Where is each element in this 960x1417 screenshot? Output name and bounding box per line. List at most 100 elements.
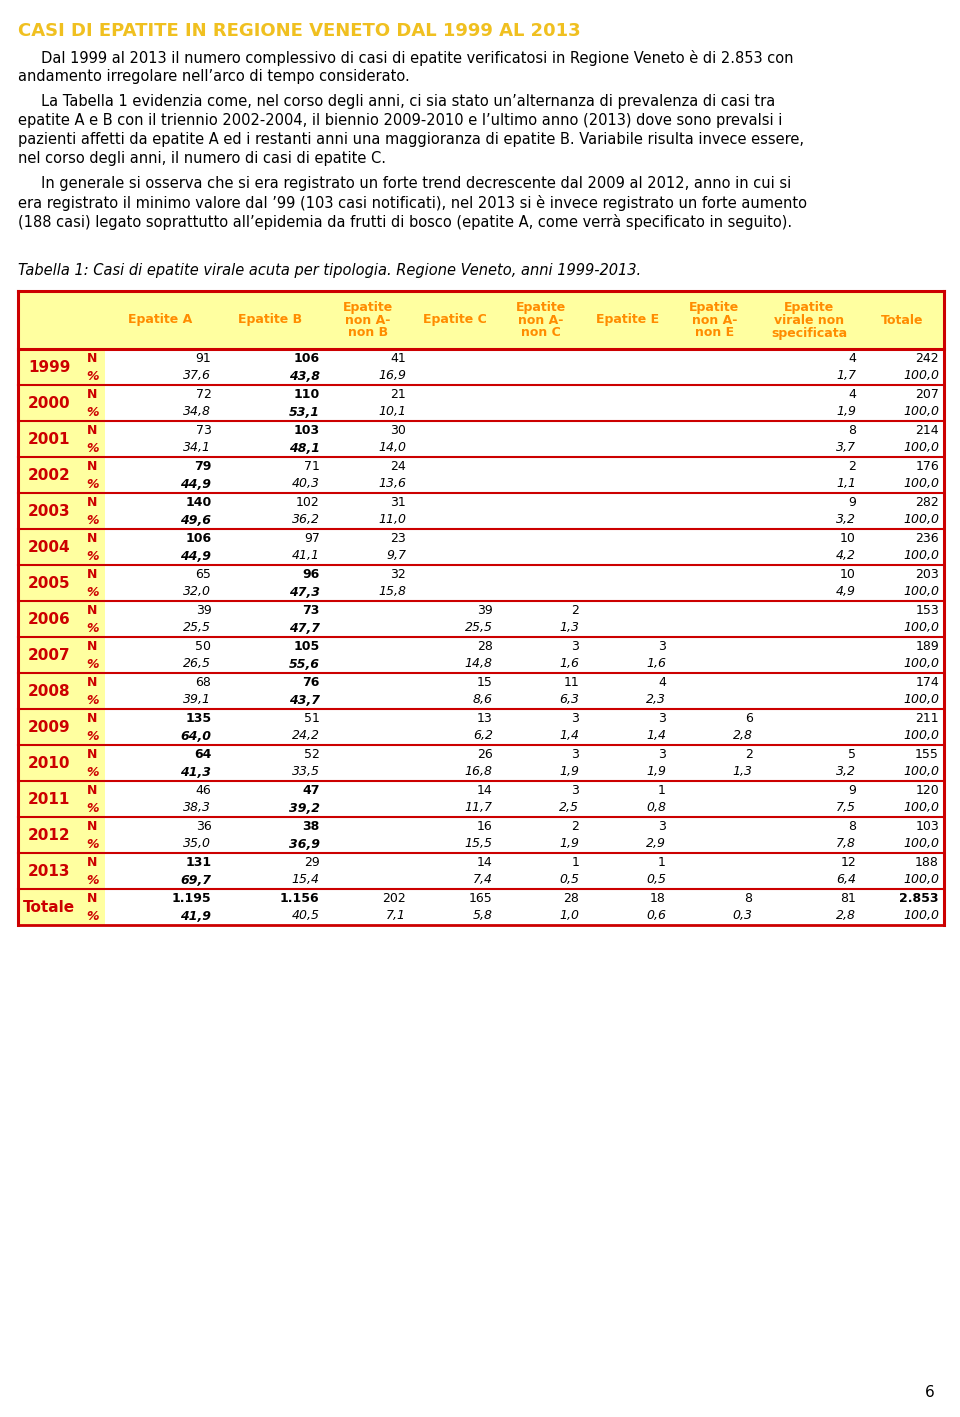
- Text: 1,4: 1,4: [646, 730, 666, 743]
- Text: 40,3: 40,3: [292, 478, 320, 490]
- Bar: [18, 708, 944, 745]
- Text: 2,9: 2,9: [646, 837, 666, 850]
- Text: 174: 174: [915, 676, 939, 689]
- Text: Epatite B: Epatite B: [238, 313, 302, 326]
- Text: 1.156: 1.156: [280, 891, 320, 904]
- Text: 211: 211: [916, 711, 939, 724]
- Text: 189: 189: [915, 639, 939, 652]
- Text: 6,4: 6,4: [836, 873, 856, 887]
- Text: 14,0: 14,0: [378, 442, 406, 455]
- Text: 51: 51: [303, 711, 320, 724]
- Text: 242: 242: [916, 351, 939, 364]
- Text: 8: 8: [848, 819, 856, 833]
- Text: 79: 79: [194, 459, 211, 472]
- Text: 65: 65: [196, 567, 211, 581]
- Text: 38,3: 38,3: [183, 802, 211, 815]
- Text: Epatite: Epatite: [689, 300, 739, 313]
- Text: 4: 4: [848, 387, 856, 401]
- Text: 3,7: 3,7: [836, 442, 856, 455]
- Text: 2,5: 2,5: [560, 802, 580, 815]
- Text: %: %: [86, 765, 99, 778]
- Bar: [18, 673, 944, 708]
- Text: 2007: 2007: [28, 648, 71, 663]
- Text: non A-: non A-: [691, 313, 737, 326]
- Text: 100,0: 100,0: [903, 657, 939, 670]
- Text: 100,0: 100,0: [903, 622, 939, 635]
- Text: 202: 202: [382, 891, 406, 904]
- Text: 3: 3: [659, 639, 666, 652]
- Text: 3: 3: [571, 639, 580, 652]
- Text: 3: 3: [659, 711, 666, 724]
- Text: non A-: non A-: [346, 313, 391, 326]
- Text: 0,8: 0,8: [646, 802, 666, 815]
- Text: non A-: non A-: [518, 313, 564, 326]
- Text: 1,1: 1,1: [836, 478, 856, 490]
- Text: (188 casi) legato soprattutto all’epidemia da frutti di bosco (epatite A, come v: (188 casi) legato soprattutto all’epidem…: [18, 214, 792, 230]
- Text: 3: 3: [659, 748, 666, 761]
- Text: %: %: [86, 513, 99, 527]
- Text: 6: 6: [925, 1384, 935, 1400]
- Text: 120: 120: [915, 784, 939, 796]
- Bar: [18, 745, 944, 781]
- Text: 5,8: 5,8: [473, 910, 492, 922]
- Text: 38: 38: [302, 819, 320, 833]
- Text: 2002: 2002: [28, 468, 71, 483]
- Text: %: %: [86, 802, 99, 815]
- Bar: [18, 601, 105, 638]
- Text: N: N: [87, 819, 98, 833]
- Text: 1,4: 1,4: [560, 730, 580, 743]
- Bar: [18, 421, 105, 458]
- Text: 7,5: 7,5: [836, 802, 856, 815]
- Text: 2008: 2008: [28, 683, 71, 699]
- Text: N: N: [87, 459, 98, 472]
- Text: Totale: Totale: [23, 900, 75, 914]
- Bar: [18, 385, 944, 421]
- Text: 21: 21: [391, 387, 406, 401]
- Text: 100,0: 100,0: [903, 693, 939, 707]
- Text: 2,3: 2,3: [646, 693, 666, 707]
- Bar: [18, 781, 105, 818]
- Text: %: %: [86, 370, 99, 383]
- Text: 106: 106: [185, 531, 211, 544]
- Text: 31: 31: [391, 496, 406, 509]
- Text: 0,3: 0,3: [732, 910, 753, 922]
- Text: 76: 76: [302, 676, 320, 689]
- Text: 2010: 2010: [28, 755, 70, 771]
- Text: 25,5: 25,5: [183, 622, 211, 635]
- Text: 39,1: 39,1: [183, 693, 211, 707]
- Bar: [18, 565, 105, 601]
- Text: 236: 236: [916, 531, 939, 544]
- Text: CASI DI EPATITE IN REGIONE VENETO DAL 1999 AL 2013: CASI DI EPATITE IN REGIONE VENETO DAL 19…: [18, 23, 581, 40]
- Text: andamento irregolare nell’arco di tempo considerato.: andamento irregolare nell’arco di tempo …: [18, 69, 410, 84]
- Text: 110: 110: [294, 387, 320, 401]
- Bar: [18, 349, 105, 385]
- Bar: [18, 638, 944, 673]
- Text: 55,6: 55,6: [289, 657, 320, 670]
- Text: 36,2: 36,2: [292, 513, 320, 527]
- Text: 188: 188: [915, 856, 939, 869]
- Bar: [18, 349, 944, 385]
- Text: 1,3: 1,3: [732, 765, 753, 778]
- Text: N: N: [87, 711, 98, 724]
- Text: 2.853: 2.853: [900, 891, 939, 904]
- Bar: [18, 458, 105, 493]
- Text: 9: 9: [848, 784, 856, 796]
- Text: 0,6: 0,6: [646, 910, 666, 922]
- Bar: [18, 385, 105, 421]
- Text: 2: 2: [571, 604, 580, 616]
- Bar: [18, 781, 944, 818]
- Text: 6,2: 6,2: [473, 730, 492, 743]
- Text: 3,2: 3,2: [836, 513, 856, 527]
- Text: 64,0: 64,0: [180, 730, 211, 743]
- Text: 1999: 1999: [28, 360, 70, 374]
- Text: specificata: specificata: [771, 326, 848, 340]
- Text: 52: 52: [303, 748, 320, 761]
- Text: 15,8: 15,8: [378, 585, 406, 598]
- Text: 41,1: 41,1: [292, 550, 320, 563]
- Text: N: N: [87, 567, 98, 581]
- Text: 12: 12: [840, 856, 856, 869]
- Text: 72: 72: [196, 387, 211, 401]
- Text: 100,0: 100,0: [903, 837, 939, 850]
- Text: 2004: 2004: [28, 540, 71, 554]
- Text: 1: 1: [571, 856, 580, 869]
